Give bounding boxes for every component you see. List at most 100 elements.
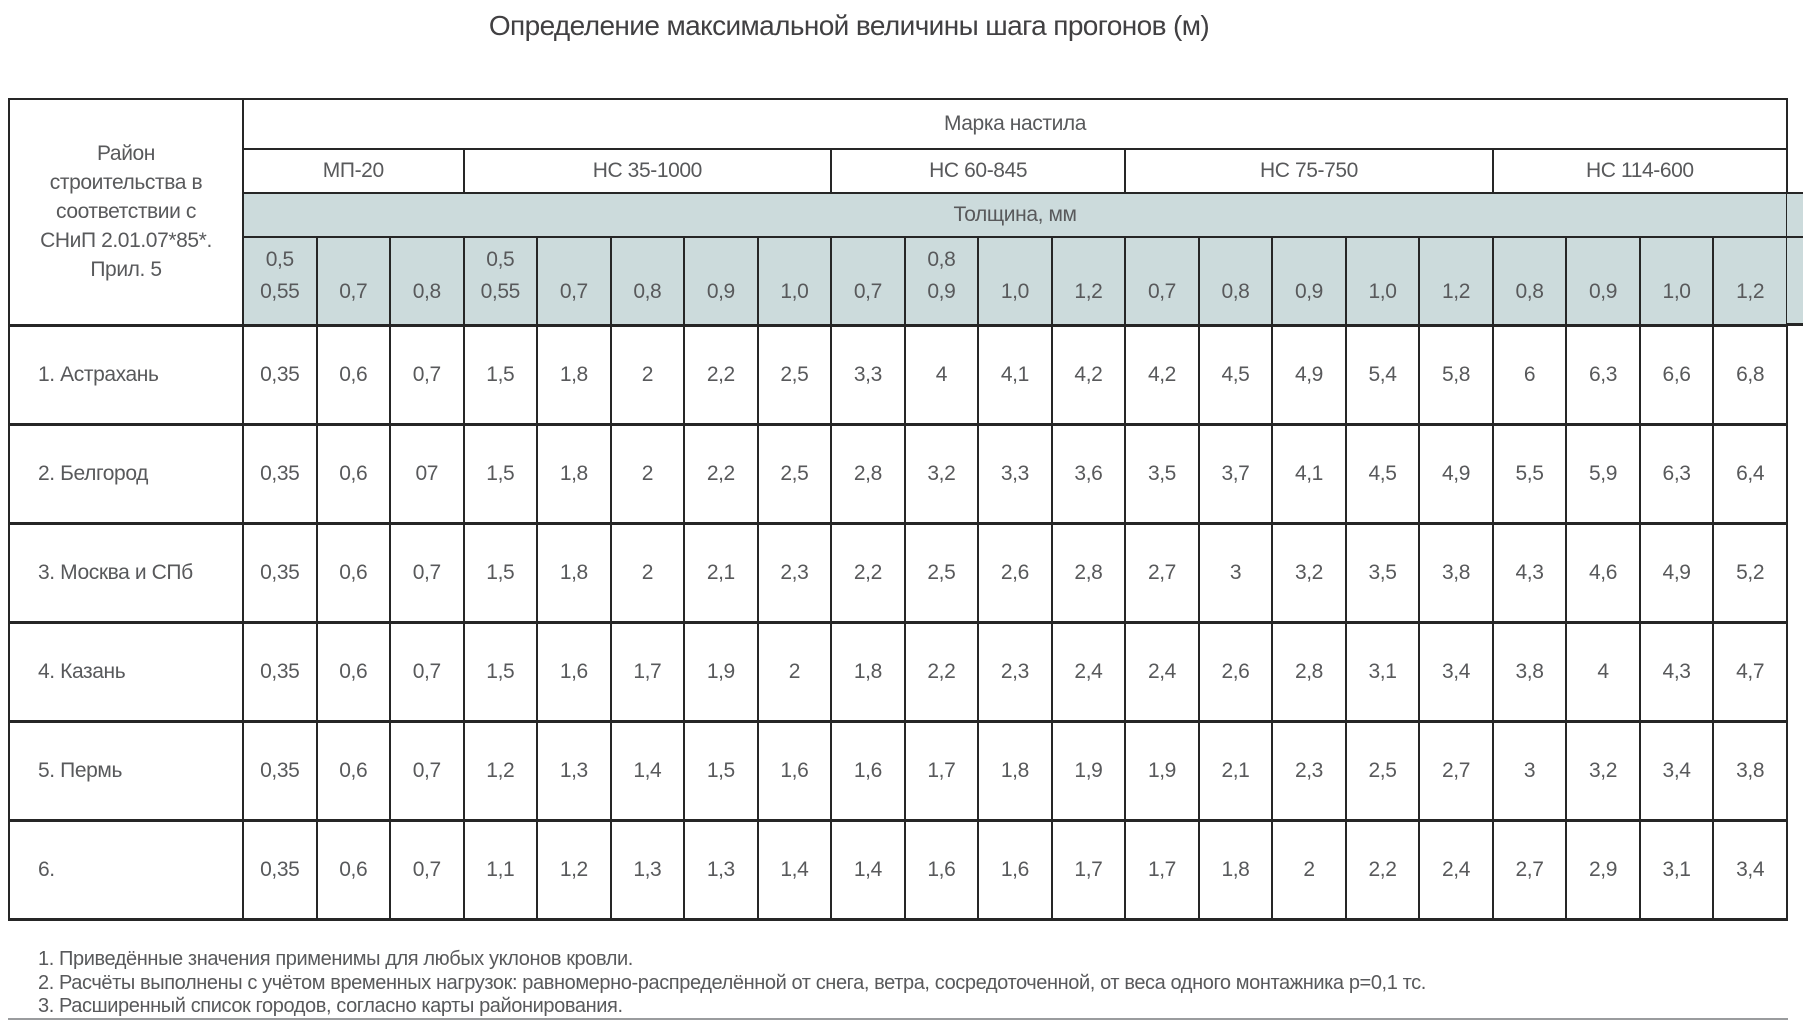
spacing-value: 3,1: [1344, 620, 1421, 723]
spacing-value: 3,7: [1197, 422, 1274, 525]
table-row: 3. Москва и СПб 0,35 0,6 0,7 1,5 1,8 2 2,1 2,3 2,…: [8, 521, 1788, 624]
spacing-value: 0,7: [389, 818, 465, 921]
spacing-value: 1,4: [609, 719, 686, 822]
spacing-value: 2: [609, 422, 686, 525]
spacing-value: 1,7: [903, 719, 980, 822]
spacing-value: 1,7: [609, 620, 686, 723]
footnote-2: 2. Расчёты выполнены с учётом временных …: [38, 971, 1426, 994]
thickness-value: 0,8: [389, 236, 465, 326]
thickness-value: 1,2: [1418, 236, 1494, 326]
thickness-value: 0,8: [1197, 236, 1274, 326]
spacing-value: 1,2: [536, 818, 612, 921]
spacing-value: 1,5: [462, 422, 539, 525]
district-label: 2. Белгород: [8, 422, 244, 525]
spacing-value: 2,2: [903, 620, 980, 723]
spacing-value: 1,1: [462, 818, 539, 921]
spacing-value: 2,4: [1418, 818, 1494, 921]
spacing-value: 1,9: [1124, 719, 1200, 822]
thickness-band-bleed-top: [1787, 194, 1803, 238]
footnote-1: 1. Приведённые значения применимы для лю…: [38, 948, 633, 970]
spacing-value: 3,3: [830, 323, 906, 426]
deck-mark-header: МП-20: [242, 148, 465, 194]
spacing-value: 1,5: [683, 719, 759, 822]
spacing-value: 0,7: [389, 323, 465, 426]
spacing-value: 3,3: [977, 422, 1053, 525]
spacing-value: 3,2: [1271, 521, 1347, 624]
spacing-value: 1,2: [462, 719, 539, 822]
spacing-value: 4,7: [1712, 620, 1788, 723]
spacing-value: 1,3: [683, 818, 759, 921]
spacing-value: 2,7: [1124, 521, 1200, 624]
page-title: Определение максимальной величины шага п…: [488, 10, 1210, 41]
thickness-value: 1,0: [1638, 236, 1715, 326]
spacing-value: 1,6: [977, 818, 1053, 921]
spacing-value: 2,2: [1344, 818, 1421, 921]
spacing-value: 0,35: [242, 719, 318, 822]
deck-mark-header: НС 35-1000: [462, 148, 833, 194]
spacing-value: 2: [609, 521, 686, 624]
thickness-value: 0,7: [536, 236, 612, 326]
spacing-value: 0,6: [315, 422, 392, 525]
spacing-value: 1,9: [1050, 719, 1127, 822]
deck-mark-header: НС 75-750: [1124, 148, 1494, 194]
district-label: 3. Москва и СПб: [8, 521, 244, 624]
spacing-value: 0,35: [242, 521, 318, 624]
spacing-value: 2,3: [977, 620, 1053, 723]
spacing-value: 0,6: [315, 719, 392, 822]
spacing-value: 1,8: [977, 719, 1053, 822]
spacing-value: 0,35: [242, 323, 318, 426]
spacing-value: 2,5: [756, 323, 833, 426]
thickness-value: 1,2: [1050, 236, 1127, 326]
spacing-value: 4,1: [1271, 422, 1347, 525]
spacing-value: 0,6: [315, 818, 392, 921]
spacing-value: 1,8: [536, 521, 612, 624]
spacing-value: 2,8: [1050, 521, 1127, 624]
spacing-value: 3,8: [1712, 719, 1788, 822]
spacing-value: 0,6: [315, 521, 392, 624]
spacing-value: 0,7: [389, 719, 465, 822]
spacing-value: 3,1: [1638, 818, 1715, 921]
spacing-value: 2,2: [683, 323, 759, 426]
spacing-value: 2,7: [1418, 719, 1494, 822]
spacing-value: 0,7: [389, 521, 465, 624]
thickness-value: 0,8 0,9: [903, 236, 980, 326]
spacing-value: 3,8: [1491, 620, 1568, 723]
spacing-value: 4: [903, 323, 980, 426]
thickness-value: 0,7: [315, 236, 392, 326]
spacing-value: 2: [1271, 818, 1347, 921]
district-label: 4. Казань: [8, 620, 244, 723]
spacing-value: 6,8: [1712, 323, 1788, 426]
header-row-thickness-values: 0,5 0,55 0,7 0,8 0,5 0,55 0,7 0,8 0,9 1,0 0,7 0,8…: [9, 236, 1788, 326]
district-label: 6.: [8, 818, 244, 921]
spacing-value: 4,2: [1050, 323, 1127, 426]
district-label: 5. Пермь: [8, 719, 244, 822]
spacing-value: 2,5: [903, 521, 980, 624]
spacing-value: 1,6: [536, 620, 612, 723]
thickness-value: 1,0: [1344, 236, 1421, 326]
spacing-value: 1,3: [536, 719, 612, 822]
purlin-spacing-table: Район строительства в соответствии с СНи…: [8, 98, 1789, 921]
spacing-value: 1,6: [830, 719, 906, 822]
thickness-value: 0,7: [830, 236, 906, 326]
spacing-value: 3,6: [1050, 422, 1127, 525]
spacing-value: 1,4: [756, 818, 833, 921]
thickness-value: 0,8: [1491, 236, 1568, 326]
spacing-value: 2,6: [1197, 620, 1274, 723]
spacing-value: 5,9: [1565, 422, 1641, 525]
spacing-value: 2,8: [830, 422, 906, 525]
thickness-value: 0,5 0,55: [242, 236, 318, 326]
spacing-value: 6,4: [1712, 422, 1788, 525]
spacing-value: 2,6: [977, 521, 1053, 624]
spacing-value: 07: [389, 422, 465, 525]
header-row-thickness-band: Толщина, мм: [9, 192, 1788, 238]
spacing-value: 4,5: [1197, 323, 1274, 426]
spacing-value: 2,1: [1197, 719, 1274, 822]
spacing-value: 4,3: [1491, 521, 1568, 624]
spacing-value: 1,5: [462, 620, 539, 723]
deck-mark-header: НС 60-845: [830, 148, 1127, 194]
spacing-value: 4,6: [1565, 521, 1641, 624]
spacing-value: 1,7: [1050, 818, 1127, 921]
table-row: 4. Казань 0,35 0,6 0,7 1,5 1,6 1,7 1,9 2 1,8 2,2 2,…: [8, 620, 1788, 723]
spacing-value: 5,8: [1418, 323, 1494, 426]
